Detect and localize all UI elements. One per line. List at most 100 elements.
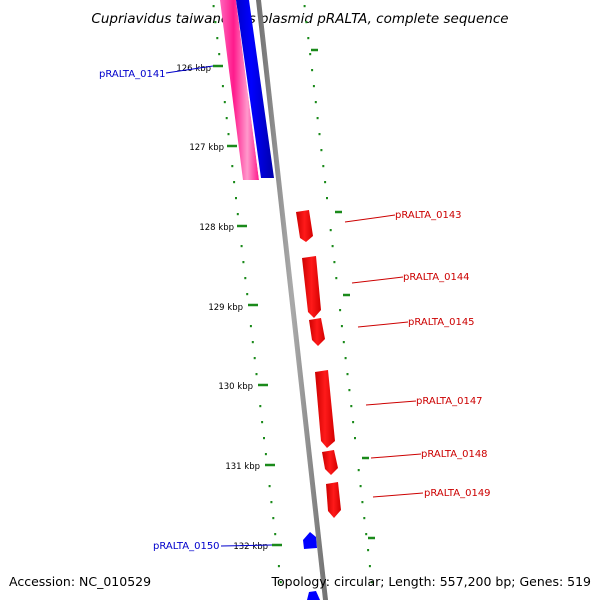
minor-tick-dot bbox=[240, 245, 243, 248]
kbp-tick-131: 131 kbp bbox=[225, 462, 275, 472]
minor-tick-dot bbox=[324, 181, 327, 184]
minor-tick-dot bbox=[264, 453, 267, 456]
gene-pRALTA_0145-arrow[interactable] bbox=[309, 318, 325, 346]
kbp-tick-128: 128 kbp bbox=[199, 223, 247, 233]
minor-tick-dot bbox=[309, 53, 312, 56]
minor-tick-dot bbox=[242, 261, 245, 264]
minor-tick-dot bbox=[233, 181, 236, 184]
kbp-tick-129: 129 kbp bbox=[208, 303, 258, 313]
gene-label-pRALTA_0147[interactable]: pRALTA_0147 bbox=[416, 396, 483, 407]
minor-tick-dot bbox=[320, 149, 323, 152]
accession-text: Accession: NC_010529 bbox=[9, 574, 151, 589]
leader-pRALTA_0148 bbox=[370, 453, 422, 459]
minor-tick-dot bbox=[329, 229, 332, 232]
minor-tick-dot bbox=[263, 437, 265, 440]
gene-labels: pRALTA_0141 pRALTA_0143 pRALTA_0144 pRAL… bbox=[99, 69, 491, 552]
minor-tick-dot bbox=[216, 37, 219, 40]
summary-text: Topology: circular; Length: 557,200 bp; … bbox=[271, 574, 592, 589]
minor-tick-dot bbox=[255, 373, 258, 376]
minor-tick-dot bbox=[365, 533, 368, 536]
leader-pRALTA_0145 bbox=[357, 321, 409, 328]
minor-tick-dot bbox=[335, 277, 338, 280]
minor-tick-dot bbox=[354, 437, 356, 440]
pink-feature-band[interactable] bbox=[220, 0, 259, 180]
minor-tick-dot bbox=[359, 485, 362, 488]
inner-tick-track bbox=[212, 5, 282, 584]
minor-tick-dot bbox=[314, 101, 317, 104]
minor-tick-dot bbox=[367, 549, 370, 552]
reverse-gene-fragment[interactable] bbox=[307, 591, 320, 600]
minor-tick-dot bbox=[305, 21, 308, 24]
reverse-genes bbox=[303, 532, 320, 600]
minor-tick-dot bbox=[331, 245, 334, 248]
minor-tick-dot bbox=[363, 517, 366, 520]
minor-tick-dot bbox=[268, 485, 271, 488]
gene-pRALTA_0148-arrow[interactable] bbox=[322, 450, 338, 475]
gene-label-pRALTA_0143[interactable]: pRALTA_0143 bbox=[395, 210, 462, 221]
gene-pRALTA_0150-arrow[interactable] bbox=[303, 532, 317, 549]
minor-tick-dot bbox=[350, 405, 353, 408]
leader-pRALTA_0144 bbox=[351, 276, 404, 284]
minor-tick-dot bbox=[218, 53, 221, 56]
minor-tick-dot bbox=[312, 85, 315, 88]
minor-tick-dot bbox=[274, 533, 277, 536]
blue-feature-band[interactable] bbox=[236, 0, 274, 178]
minor-tick-dot bbox=[357, 469, 360, 472]
gene-label-pRALTA_0144[interactable]: pRALTA_0144 bbox=[403, 272, 470, 283]
minor-tick-dot bbox=[212, 5, 215, 8]
minor-tick-dot bbox=[223, 101, 226, 104]
minor-tick-dot bbox=[236, 213, 239, 216]
tick-label: 130 kbp bbox=[218, 382, 253, 392]
minor-tick-dot bbox=[221, 85, 224, 88]
minor-tick-dot bbox=[251, 341, 254, 344]
tick-label: 128 kbp bbox=[199, 223, 234, 233]
kbp-tick-130: 130 kbp bbox=[218, 382, 268, 392]
minor-tick-dot bbox=[344, 357, 347, 360]
gene-pRALTA_0149-arrow[interactable] bbox=[326, 482, 341, 518]
minor-tick-dot bbox=[318, 133, 321, 136]
feature-bands bbox=[220, 0, 274, 180]
minor-tick-dot bbox=[340, 325, 343, 328]
leader-pRALTA_0150 bbox=[220, 544, 273, 547]
minor-tick-dot bbox=[246, 293, 249, 296]
gene-pRALTA_0147-arrow[interactable] bbox=[315, 370, 335, 448]
gene-label-pRALTA_0148[interactable]: pRALTA_0148 bbox=[421, 449, 488, 460]
leader-pRALTA_0147 bbox=[365, 400, 417, 406]
tick-label: 127 kbp bbox=[189, 143, 224, 153]
kbp-tick-127: 127 kbp bbox=[189, 143, 237, 153]
minor-tick-dot bbox=[342, 341, 345, 344]
gene-pRALTA_0144-arrow[interactable] bbox=[302, 256, 321, 318]
minor-tick-dot bbox=[270, 501, 273, 504]
outer-tick-track bbox=[303, 5, 375, 584]
minor-tick-dot bbox=[249, 325, 252, 328]
minor-tick-dot bbox=[370, 581, 373, 584]
kbp-tick-132: 132 kbp bbox=[233, 542, 282, 552]
minor-tick-dot bbox=[277, 565, 280, 568]
minor-tick-dot bbox=[279, 581, 282, 584]
tick-label: 131 kbp bbox=[225, 462, 260, 472]
minor-tick-dot bbox=[303, 5, 306, 8]
label-leaders bbox=[165, 65, 424, 547]
gene-label-pRALTA_0149[interactable]: pRALTA_0149 bbox=[424, 488, 491, 499]
minor-tick-dot bbox=[326, 197, 328, 200]
minor-tick-dot bbox=[368, 565, 371, 568]
minor-tick-dot bbox=[272, 517, 275, 520]
minor-tick-dot bbox=[253, 357, 256, 360]
minor-tick-dot bbox=[231, 165, 234, 168]
tick-label: 132 kbp bbox=[233, 542, 268, 552]
minor-tick-dot bbox=[261, 421, 264, 424]
minor-tick-dot bbox=[361, 501, 364, 504]
minor-tick-dot bbox=[225, 117, 228, 120]
minor-tick-dot bbox=[227, 133, 230, 136]
leader-pRALTA_0149 bbox=[372, 492, 424, 498]
minor-tick-dot bbox=[339, 309, 342, 312]
gene-pRALTA_0143-arrow[interactable] bbox=[296, 210, 313, 242]
minor-tick-dot bbox=[333, 261, 336, 264]
gene-label-pRALTA_0141[interactable]: pRALTA_0141 bbox=[99, 69, 166, 80]
tick-label: 129 kbp bbox=[208, 303, 243, 313]
minor-tick-dot bbox=[316, 117, 319, 120]
leader-pRALTA_0143 bbox=[344, 214, 396, 223]
gene-label-pRALTA_0150[interactable]: pRALTA_0150 bbox=[153, 541, 220, 552]
gene-label-pRALTA_0145[interactable]: pRALTA_0145 bbox=[408, 317, 475, 328]
